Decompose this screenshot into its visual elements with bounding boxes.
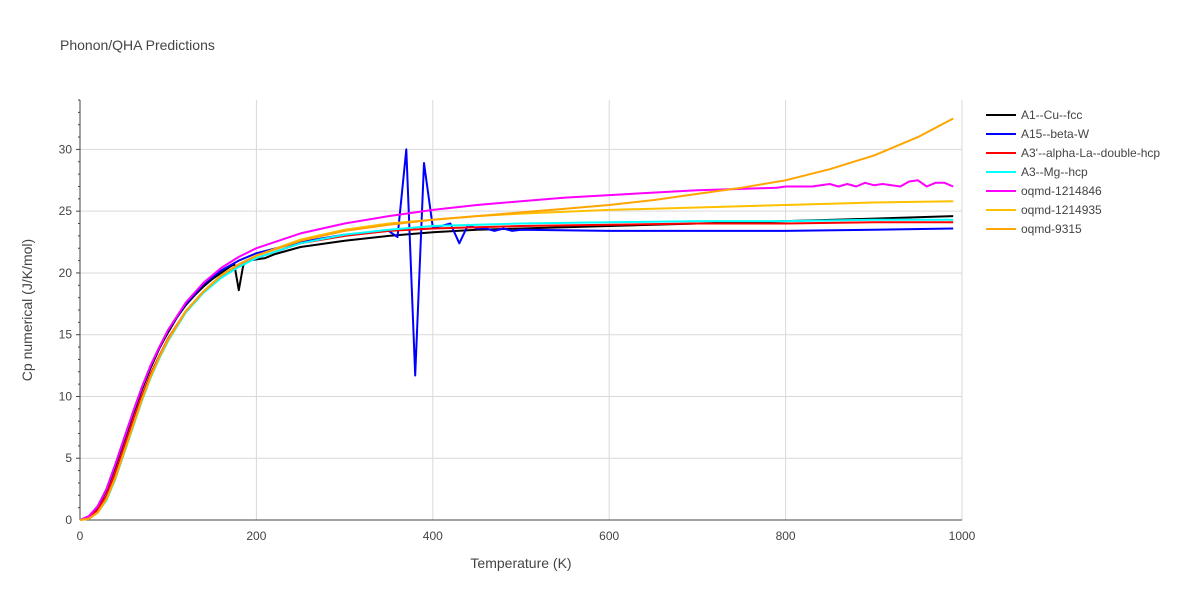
y-tick-label: 10 [59, 389, 73, 403]
x-tick-label: 400 [423, 529, 443, 543]
x-tick-label: 1000 [949, 529, 976, 543]
y-tick-label: 25 [59, 204, 73, 218]
legend-item: A15--beta-W [1021, 127, 1090, 141]
y-tick-label: 30 [59, 142, 73, 156]
legend-item: A3--Mg--hcp [1021, 165, 1088, 179]
y-tick-label: 0 [65, 513, 72, 527]
x-tick-label: 200 [246, 529, 266, 543]
tick-labels: 0 200 400 600 800 1000 0 5 10 15 20 25 30 [59, 142, 976, 543]
legend-item: oqmd-9315 [1021, 222, 1082, 236]
legend: A1--Cu--fcc A15--beta-W A3'--alpha-La--dou… [986, 108, 1160, 236]
x-tick-label: 600 [599, 529, 619, 543]
series-group [79, 117, 954, 521]
chart-title: Phonon/QHA Predictions [60, 37, 215, 53]
axes [76, 99, 962, 521]
series-line-3 [79, 218, 954, 521]
y-tick-label: 20 [59, 266, 73, 280]
x-tick-label: 800 [776, 529, 796, 543]
series-line-6 [79, 117, 954, 521]
x-tick-label: 0 [77, 529, 84, 543]
x-axis-label: Temperature (K) [470, 555, 571, 571]
series-line-4 [79, 179, 954, 521]
series-line-5 [79, 200, 954, 521]
series-line-0 [79, 215, 954, 521]
legend-item: oqmd-1214846 [1021, 184, 1102, 198]
grid [80, 100, 963, 520]
legend-item: A1--Cu--fcc [1021, 108, 1082, 122]
y-tick-label: 5 [65, 451, 72, 465]
legend-item: A3'--alpha-La--double-hcp [1021, 146, 1160, 160]
y-axis-label: Cp numerical (J/K/mol) [19, 239, 35, 381]
legend-item: oqmd-1214935 [1021, 203, 1102, 217]
y-tick-label: 15 [59, 328, 73, 342]
series-line-2 [79, 221, 954, 521]
